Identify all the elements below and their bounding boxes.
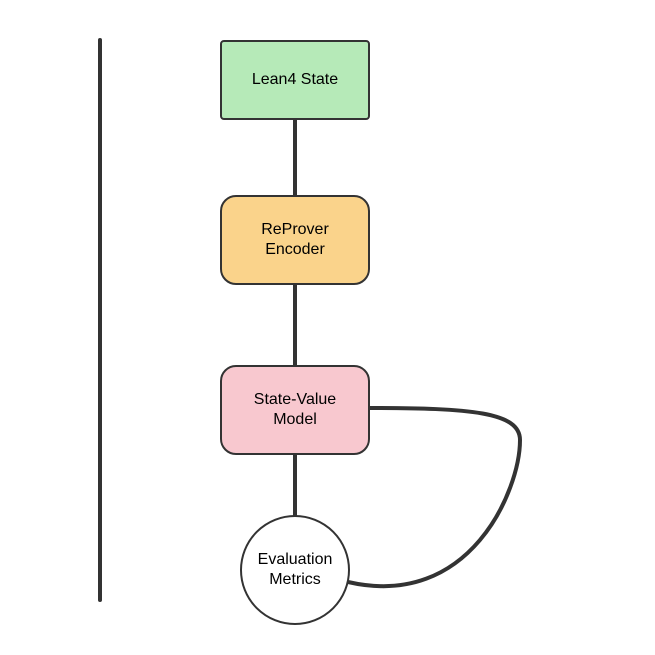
node-reprover-encoder: ReProver Encoder	[220, 195, 370, 285]
node-label: State-Value Model	[254, 390, 336, 430]
node-label: Evaluation Metrics	[258, 550, 333, 590]
node-label: Lean4 State	[252, 70, 338, 90]
node-label: ReProver Encoder	[261, 220, 329, 260]
node-lean4-state: Lean4 State	[220, 40, 370, 120]
node-state-value-model: State-Value Model	[220, 365, 370, 455]
edge-feedback-loop	[348, 408, 520, 586]
node-evaluation-metrics: Evaluation Metrics	[240, 515, 350, 625]
